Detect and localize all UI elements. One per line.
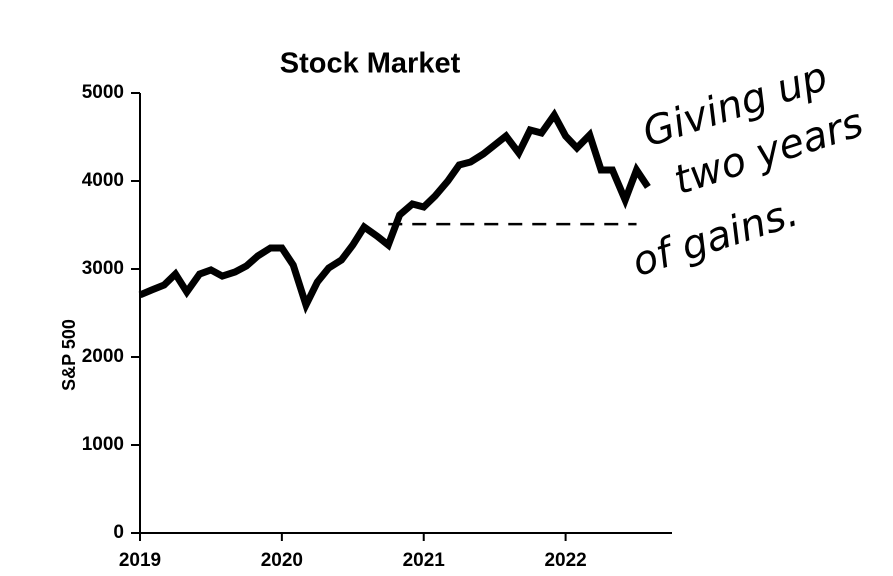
annotation-line: of gains. bbox=[627, 189, 804, 286]
y-tick-label: 1000 bbox=[82, 434, 124, 455]
x-tick-label: 2019 bbox=[119, 550, 161, 571]
line-series bbox=[138, 108, 651, 315]
x-tick-label: 2020 bbox=[261, 550, 303, 571]
x-tick-label: 2022 bbox=[544, 550, 586, 571]
y-tick-label: 4000 bbox=[82, 170, 124, 191]
y-axis-label: S&P 500 bbox=[59, 319, 79, 391]
y-tick-label: 5000 bbox=[82, 82, 124, 103]
chart-title: Stock Market bbox=[280, 48, 461, 80]
x-tick-label: 2021 bbox=[403, 550, 446, 571]
y-tick-label: 2000 bbox=[82, 346, 124, 367]
y-tick-label: 0 bbox=[113, 522, 124, 543]
y-tick-label: 3000 bbox=[82, 258, 124, 279]
